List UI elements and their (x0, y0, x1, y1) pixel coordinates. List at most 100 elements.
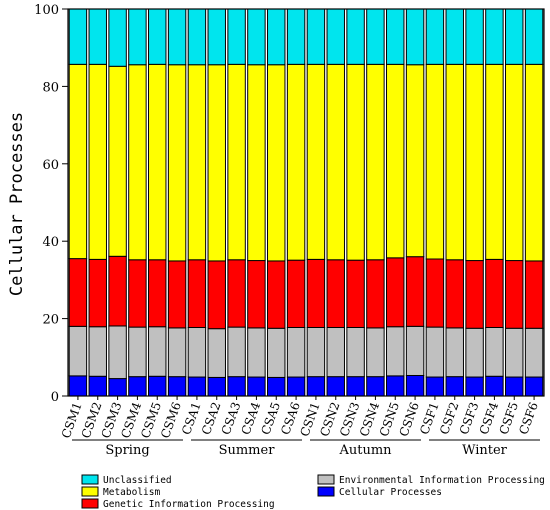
bar-segment-csm2-s2 (88, 258, 107, 328)
bar-segment-csn2-s1 (326, 327, 345, 378)
bar-segment-csa5-s2 (267, 260, 286, 329)
bar-segment-csa5-s4 (267, 8, 286, 66)
bar-segment-csm6-s1 (167, 327, 187, 378)
bar-segment-csf1-s3 (425, 63, 445, 260)
bar-segment-csm3-s1 (108, 325, 127, 380)
legend-swatch-genetic-information-processing (81, 498, 99, 509)
plot-frame (67, 8, 545, 397)
bar-segment-csm5-s3 (148, 63, 167, 261)
legend-swatch-metabolism (81, 486, 99, 497)
bar-segment-csf3-s0 (465, 376, 484, 397)
bar-segment-csn3-s4 (346, 8, 365, 65)
bar-segment-csf5-s3 (505, 63, 524, 262)
bar-segment-csa4-s4 (247, 8, 266, 66)
bar-segment-csm1-s1 (68, 325, 88, 377)
bar-segment-csm1-s2 (68, 258, 88, 327)
bar-segment-csm1-s4 (68, 8, 88, 65)
legend-label-environmental-information-processing: Environmental Information Processing (339, 475, 545, 486)
bar-segment-csf2-s2 (445, 259, 464, 329)
y-tick-label: 40 (42, 235, 59, 250)
legend-label-unclassified: Unclassified (103, 475, 172, 486)
y-tick-label: 60 (42, 158, 59, 173)
group-label-spring: Spring (105, 443, 149, 458)
bar-segment-csf6-s1 (524, 327, 544, 378)
bar-segment-csa6-s0 (286, 376, 306, 397)
bar-segment-csf4-s1 (485, 327, 504, 377)
bar-segment-csn2-s0 (326, 376, 345, 397)
bar-segment-csa2-s2 (207, 260, 226, 330)
bar-segment-csn1-s3 (306, 63, 326, 260)
bar-segment-csa4-s2 (247, 260, 266, 329)
labels-layer: 020406080100CSM1CSM2CSM3CSM4CSM5CSM6CSA1… (34, 3, 541, 458)
bar-segment-csa3-s4 (227, 8, 246, 65)
bar-segment-csn1-s4 (306, 8, 326, 65)
bar-segment-csn6-s2 (405, 256, 425, 327)
bar-segment-csf5-s4 (505, 8, 524, 65)
bar-segment-csf1-s4 (425, 8, 445, 65)
bar-segment-csf4-s4 (485, 8, 504, 65)
bar-segment-csf2-s1 (445, 327, 464, 378)
bar-segment-csm3-s4 (108, 8, 127, 67)
bar-segment-csn5-s4 (386, 8, 405, 65)
bar-segment-csa1-s4 (187, 8, 207, 66)
bar-segment-csn4-s4 (366, 8, 385, 65)
bar-segment-csf4-s0 (485, 375, 504, 397)
bar-segment-csf2-s0 (445, 376, 464, 397)
bar-segment-csf6-s2 (524, 260, 544, 329)
bar-segment-csa3-s0 (227, 376, 246, 397)
group-label-summer: Summer (219, 443, 276, 458)
bar-segment-csn5-s0 (386, 375, 405, 397)
bar-segment-csf6-s4 (524, 8, 544, 65)
bar-segment-csm1-s0 (68, 375, 88, 397)
bar-segment-csm4-s0 (128, 376, 147, 397)
bar-segment-csm2-s3 (88, 63, 107, 260)
bar-segment-csa4-s0 (247, 376, 266, 397)
legend-swatch-cellular-processes (317, 486, 335, 497)
bar-segment-csa6-s1 (286, 327, 306, 378)
bar-segment-csm2-s1 (88, 326, 107, 377)
bar-segment-csn4-s3 (366, 63, 385, 261)
bar-segment-csf4-s2 (485, 258, 504, 329)
bar-segment-csa1-s1 (187, 327, 207, 378)
bar-segment-csm3-s3 (108, 65, 127, 257)
bar-segment-csn2-s4 (326, 8, 345, 65)
bar-segment-csn1-s1 (306, 327, 326, 378)
bar-segment-csa2-s4 (207, 8, 226, 66)
bar-segment-csm6-s3 (167, 64, 187, 262)
bar-segment-csn6-s3 (405, 64, 425, 258)
legend-swatch-unclassified (81, 474, 99, 485)
bar-segment-csm3-s2 (108, 255, 127, 327)
bar-segment-csn6-s4 (405, 8, 425, 66)
legend-label-metabolism: Metabolism (103, 487, 160, 498)
bar-segment-csn2-s3 (326, 63, 345, 261)
y-tick-label: 20 (42, 313, 59, 328)
bar-segment-csm5-s1 (148, 326, 167, 377)
bar-segment-csm5-s2 (148, 259, 167, 328)
bar-segment-csa1-s0 (187, 376, 207, 397)
bar-segment-csf1-s0 (425, 376, 445, 397)
bar-segment-csa2-s0 (207, 376, 226, 397)
bar-segment-csf2-s3 (445, 63, 464, 261)
bar-segment-csm6-s0 (167, 376, 187, 397)
bar-segment-csf1-s2 (425, 258, 445, 328)
bar-segment-csm5-s0 (148, 375, 167, 397)
bar-segment-csm6-s2 (167, 260, 187, 329)
bar-segment-csa6-s3 (286, 63, 306, 261)
bar-segment-csf5-s2 (505, 260, 524, 329)
bar-segment-csa3-s1 (227, 326, 246, 378)
bar-segment-csa6-s4 (286, 8, 306, 65)
bar-segment-csa4-s3 (247, 64, 266, 262)
bar-segment-csf2-s4 (445, 8, 464, 65)
bar-segment-csf3-s2 (465, 260, 484, 329)
bar-segment-csn6-s1 (405, 325, 425, 376)
bar-segment-csf3-s3 (465, 63, 484, 262)
bar-segment-csm5-s4 (148, 8, 167, 65)
legend-label-genetic-information-processing: Genetic Information Processing (103, 499, 275, 510)
bar-segment-csa2-s3 (207, 64, 226, 262)
group-label-winter: Winter (462, 443, 508, 458)
bar-segment-csm3-s0 (108, 378, 127, 397)
bar-segment-csf6-s3 (524, 63, 544, 262)
bar-segment-csn2-s2 (326, 259, 345, 329)
